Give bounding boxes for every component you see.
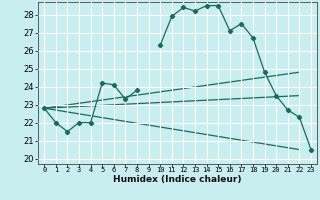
X-axis label: Humidex (Indice chaleur): Humidex (Indice chaleur) — [113, 175, 242, 184]
